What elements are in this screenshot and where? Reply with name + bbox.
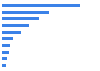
Bar: [2, 31, 21, 34]
Bar: [2, 37, 13, 40]
Bar: [2, 57, 7, 60]
Bar: [2, 24, 29, 27]
Bar: [2, 17, 39, 20]
Bar: [2, 44, 10, 47]
Bar: [2, 51, 9, 54]
Bar: [2, 11, 49, 14]
Bar: [2, 64, 6, 67]
Bar: [2, 4, 80, 7]
